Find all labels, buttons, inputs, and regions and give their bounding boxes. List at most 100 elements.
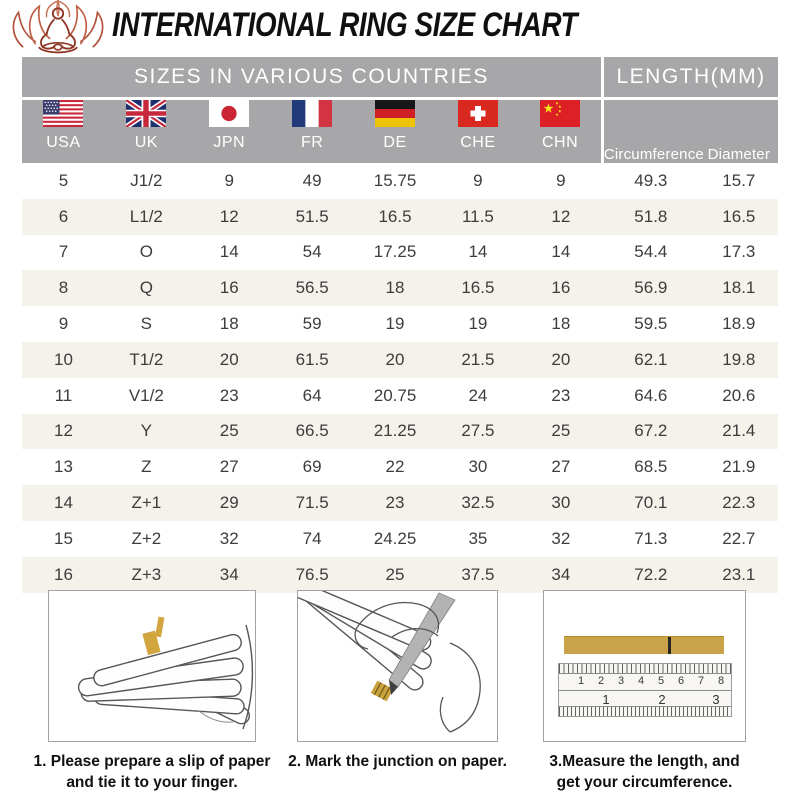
size-cell: 32.5 (461, 493, 495, 513)
size-cell: 17.3 (722, 242, 756, 262)
size-cell: 22.3 (722, 493, 756, 513)
size-cell: Z+3 (131, 564, 162, 584)
size-cell: J1/2 (130, 170, 163, 190)
size-cell: 18 (385, 278, 405, 298)
column-header-uk: UK (104, 98, 188, 163)
size-cell: 16.5 (461, 278, 495, 298)
ring-size-table: SIZES IN VARIOUS COUNTRIES LENGTH(MM) (22, 57, 779, 593)
table-row: 12 Y 25 66.5 21.25 27.5 25 67.2 21.4 (22, 413, 779, 450)
pen-mark (668, 637, 671, 654)
size-table-body: 5 J1/2 9 49 15.75 9 9 49.3 15.7 6 L1/2 12 51.5 16.5 11… (22, 163, 779, 593)
size-cell: 21.25 (373, 421, 417, 441)
size-cell: 18 (551, 314, 571, 334)
size-cell: 68.5 (634, 457, 668, 477)
size-cell: 19 (468, 314, 488, 334)
column-header-row: USA UK (22, 98, 779, 163)
column-label-de: DE (383, 134, 407, 151)
size-cell: 21.9 (722, 457, 756, 477)
ruler-ticks-bottom (559, 706, 731, 716)
size-cell: 23 (385, 493, 405, 513)
size-cell: 27 (219, 457, 239, 477)
size-cell: 70.1 (634, 493, 668, 513)
size-cell: 9 (473, 170, 483, 190)
column-header-che: CHE (436, 98, 520, 163)
size-cell: 17.25 (373, 242, 417, 262)
column-label-usa: USA (46, 134, 81, 151)
size-cell: 51.5 (295, 206, 329, 226)
size-cell: 76.5 (295, 564, 329, 584)
table-row: 15 Z+2 32 74 24.25 35 32 71.3 22.7 (22, 521, 778, 557)
paper-strip (564, 636, 724, 654)
size-cell: 14 (219, 242, 239, 262)
usa-flag-icon (43, 100, 84, 127)
size-cell: 54 (302, 242, 322, 262)
ruler-number: 4 (637, 675, 645, 687)
table-row: 9 S 18 59 19 19 18 59.5 18.9 (22, 306, 778, 342)
germany-flag-icon (375, 100, 415, 127)
table-row: 8 Q 16 56.5 18 16.5 16 56.9 18.1 (22, 270, 779, 307)
ruler-number: 5 (657, 675, 665, 687)
size-cell: 14 (468, 242, 488, 262)
size-cell: 11 (54, 385, 73, 405)
ruler-number: 3 (617, 675, 625, 687)
size-cell: 30 (551, 493, 571, 513)
size-cell: 24.25 (373, 528, 417, 548)
size-cell: 66.5 (295, 421, 329, 441)
size-cell: 37.5 (461, 564, 495, 584)
size-cell: 67.2 (634, 421, 668, 441)
size-cell: O (139, 242, 153, 262)
column-label-uk: UK (134, 134, 158, 151)
group-header-row: SIZES IN VARIOUS COUNTRIES LENGTH(MM) (22, 57, 779, 100)
size-cell: 49.3 (634, 170, 668, 190)
caption-3-line-2: get your circumference. (556, 774, 733, 791)
size-cell: 74 (302, 528, 322, 548)
ruler-number: 6 (677, 675, 685, 687)
size-cell: 69 (302, 457, 322, 477)
column-label-fr: FR (300, 134, 324, 151)
china-flag-icon (540, 100, 581, 127)
size-cell: 11.5 (461, 206, 494, 226)
column-header-diameter: Diameter (699, 98, 779, 163)
table-row: 16 Z+3 34 76.5 25 37.5 34 72.2 23.1 (22, 556, 779, 593)
size-cell: 71.3 (634, 528, 668, 548)
column-header-usa: USA (22, 98, 105, 163)
size-cell: Z+1 (131, 493, 162, 513)
japan-flag-icon (209, 100, 250, 127)
size-cell: 25 (219, 421, 239, 441)
marking-junction-illustration (297, 590, 498, 742)
size-cell: 15 (53, 528, 73, 548)
size-cell: 59.5 (634, 314, 668, 334)
size-cell: 29 (219, 493, 239, 513)
column-header-de: DE (353, 98, 437, 163)
size-cell: 15.75 (373, 170, 417, 190)
table-row: 14 Z+1 29 71.5 23 32.5 30 70.1 22.3 (22, 485, 779, 521)
ruler-number: 3 (712, 692, 720, 707)
hand-with-paper-strip-illustration (48, 590, 256, 742)
size-cell: 22.7 (722, 528, 756, 548)
size-cell: 32 (219, 528, 239, 548)
size-cell: 12 (551, 206, 571, 226)
instruction-caption-3: 3.Measure the length, and get your circu… (549, 751, 739, 793)
lotus-meditation-logo-icon (8, 0, 108, 54)
switzerland-flag-icon (457, 100, 498, 127)
size-cell: 49 (302, 170, 322, 190)
size-cell: S (140, 314, 152, 334)
caption-1-line-1: 1. Please prepare a slip of paper (33, 753, 271, 770)
size-cell: 24 (468, 385, 488, 405)
table-row: 13 Z 27 69 22 30 27 68.5 21.9 (22, 449, 778, 485)
size-cell: 23 (551, 385, 571, 405)
size-cell: 54.4 (634, 242, 668, 262)
size-cell: 25 (385, 564, 405, 584)
ruler-measuring-illustration: 1 2 3 4 5 6 7 8 1 2 3 (543, 590, 746, 742)
size-cell: 23.1 (722, 564, 756, 584)
size-cell: 64.6 (634, 385, 668, 405)
size-cell: 30 (468, 457, 488, 477)
size-cell: 9 (58, 314, 69, 334)
column-label-che: CHE (460, 134, 496, 151)
size-cell: 8 (58, 278, 69, 298)
size-cell: Z (141, 457, 152, 477)
column-header-circumference: Circumference (602, 98, 704, 163)
caption-2-line-1: 2. Mark the junction on paper. (288, 753, 507, 770)
uk-flag-icon (126, 100, 167, 127)
instruction-caption-1: 1. Please prepare a slip of paper and ti… (34, 751, 271, 793)
